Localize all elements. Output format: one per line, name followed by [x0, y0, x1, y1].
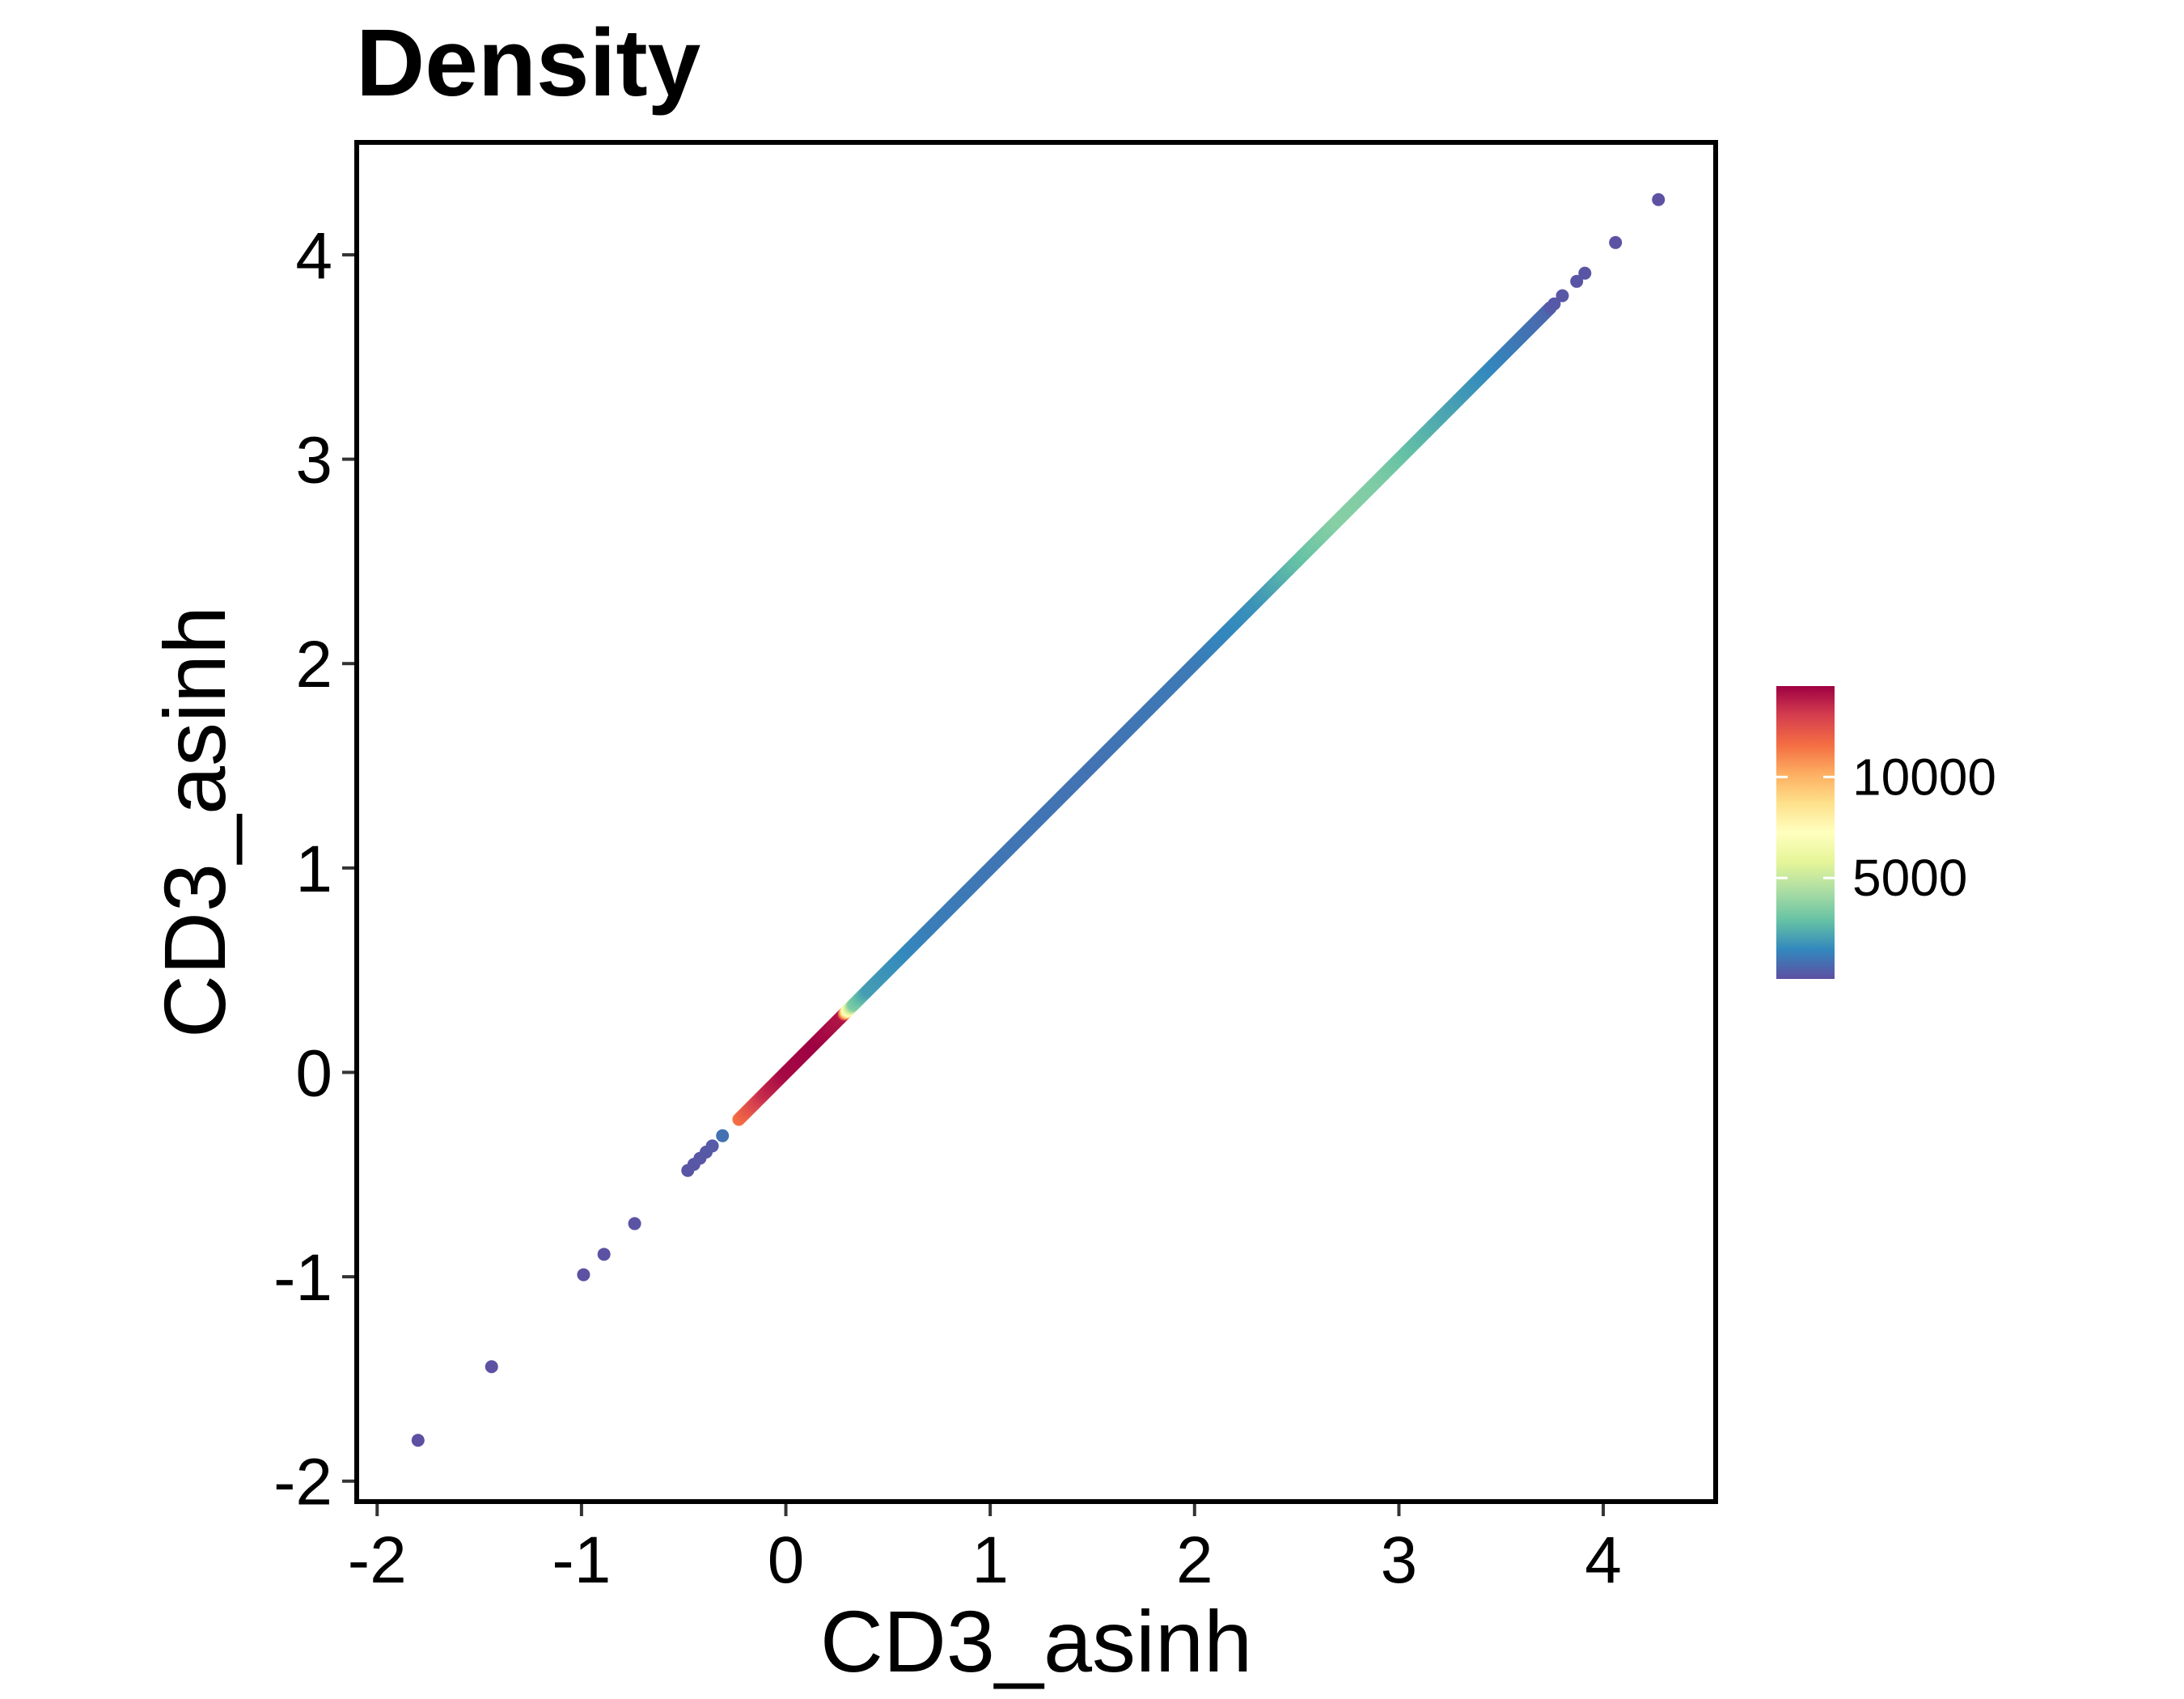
y-tick-label: 2: [295, 628, 332, 701]
x-tick-label: 0: [768, 1523, 805, 1597]
y-tick-label: 1: [295, 833, 332, 906]
x-tick-label: 4: [1585, 1523, 1622, 1597]
data-point: [716, 1129, 730, 1142]
y-axis-ticks: -2 -1 0 1 2 3 4: [273, 219, 354, 1519]
data-point: [485, 1360, 498, 1374]
y-tick-label: -1: [273, 1241, 332, 1315]
data-point: [411, 1434, 425, 1447]
y-tick-label: 4: [295, 219, 332, 293]
data-points: [411, 193, 1666, 1447]
x-tick-label: -2: [348, 1523, 407, 1597]
data-point: [1652, 193, 1666, 206]
chart-title: Density: [356, 10, 700, 117]
y-tick-label: 3: [295, 424, 332, 498]
colorbar-tick-label: 10000: [1852, 748, 1996, 806]
colorbar-tick-label: 5000: [1852, 849, 1967, 907]
plot-panel-border: [354, 140, 1718, 1504]
data-point: [1578, 266, 1592, 280]
data-point: [705, 1139, 719, 1153]
y-axis-title: CD3_asinh: [146, 606, 243, 1038]
y-tick-label: 0: [295, 1036, 332, 1110]
data-point: [1609, 235, 1623, 249]
data-point: [628, 1217, 641, 1231]
x-axis-ticks: -2 -1 0 1 2 3 4: [348, 1504, 1622, 1597]
x-tick-label: 3: [1381, 1523, 1418, 1597]
data-point: [577, 1268, 590, 1282]
x-axis-title: CD3_asinh: [820, 1592, 1252, 1690]
colorbar: [1776, 686, 1835, 979]
data-point: [597, 1248, 611, 1261]
data-point: [1547, 297, 1561, 311]
colorbar-legend: 5000 10000: [1776, 686, 1996, 979]
x-tick-label: 2: [1176, 1523, 1213, 1597]
data-point: [1570, 274, 1584, 288]
x-tick-label: 1: [971, 1523, 1009, 1597]
x-tick-label: -1: [552, 1523, 611, 1597]
data-point: [1555, 289, 1569, 303]
y-tick-label: -2: [273, 1446, 332, 1519]
